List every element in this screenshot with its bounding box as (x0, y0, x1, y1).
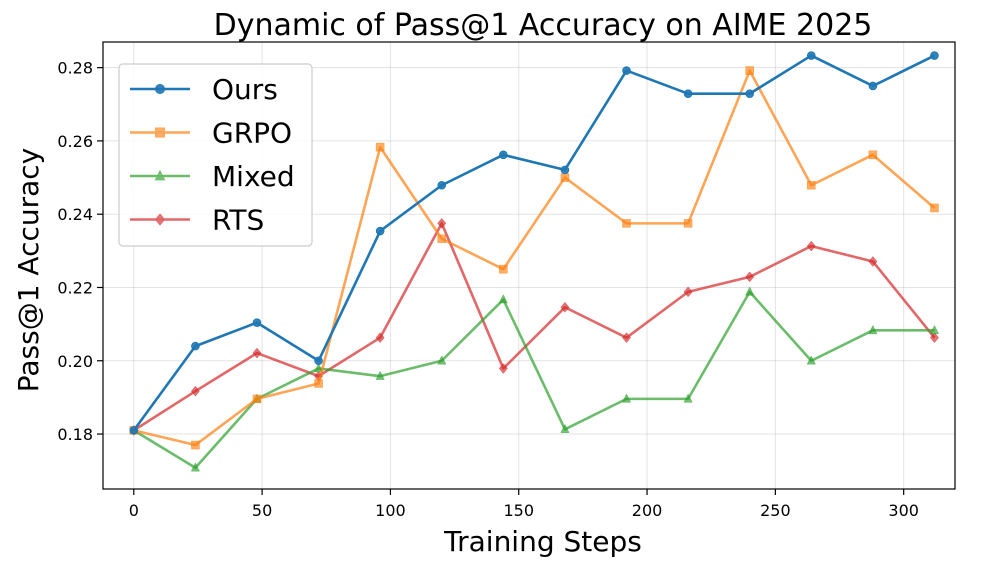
series-line-mixed (133, 290, 935, 470)
data-point-ours (252, 318, 262, 327)
y-tick-label: 0.20 (57, 352, 93, 371)
legend-items: Ours GRPO Mixed RTS (130, 73, 295, 237)
data-point-mixed (806, 355, 816, 365)
axis-ticks: 0 50 100 150 200 250 300 0.18 0.20 0.22 0.24 0.26 0.… (57, 59, 919, 520)
data-point-rts (806, 241, 816, 252)
data-point-mixed (930, 325, 939, 335)
plot-frame (102, 41, 956, 490)
data-point-rts (868, 256, 878, 267)
data-point-ours (683, 89, 693, 98)
series-markers-mixed (129, 287, 939, 472)
legend-item-ours (130, 84, 190, 94)
data-point-grpo (314, 379, 323, 388)
data-point-mixed (191, 462, 200, 472)
data-point-ours (437, 180, 447, 190)
x-tick-label: 250 (760, 501, 791, 520)
data-point-ours (499, 150, 508, 160)
y-tick-label: 0.18 (57, 425, 93, 444)
data-point-ours (868, 81, 878, 91)
data-point-mixed (745, 287, 754, 296)
x-tick-label: 300 (888, 501, 919, 520)
legend-marker-grpo (155, 127, 165, 138)
series-line-ours (132, 54, 936, 432)
data-point-mixed (560, 424, 570, 434)
data-point-grpo (499, 264, 508, 274)
data-point-rts (437, 218, 447, 229)
data-point-rts (745, 271, 754, 282)
x-tick-label: 50 (252, 501, 272, 520)
series-line-rts (133, 222, 936, 432)
chart-title: Dynamic of Pass@1 Accuracy on AIME 2025 (214, 8, 873, 43)
y-tick-label: 0.24 (57, 205, 93, 224)
legend-marker-mixed (154, 169, 166, 181)
data-point-rts (375, 332, 385, 343)
data-point-grpo (806, 180, 816, 190)
x-tick-label: 100 (375, 501, 406, 520)
data-point-grpo (930, 203, 939, 213)
data-point-ours (806, 51, 816, 60)
data-point-ours (745, 89, 754, 98)
data-point-rts (560, 302, 570, 313)
data-point-ours (314, 356, 323, 366)
data-point-grpo (683, 219, 693, 228)
data-point-rts (622, 332, 631, 343)
data-point-mixed (622, 393, 631, 403)
data-point-ours (191, 341, 200, 351)
y-tick-label: 0.22 (57, 278, 93, 297)
series-rts (129, 218, 939, 436)
data-point-ours (375, 226, 385, 236)
y-tick-label: 0.28 (57, 59, 93, 78)
legend-marker-ours (155, 84, 165, 94)
legend-item-rts (130, 213, 190, 226)
data-point-grpo (622, 219, 631, 228)
data-point-mixed (314, 363, 323, 373)
data-point-grpo (375, 142, 385, 152)
data-point-mixed (868, 325, 878, 335)
data-point-mixed (683, 393, 693, 403)
data-point-rts (930, 332, 939, 343)
data-point-grpo (191, 440, 200, 450)
legend-label-mixed: Mixed (212, 160, 295, 193)
data-point-mixed (437, 355, 447, 365)
legend-item-mixed (130, 169, 190, 181)
data-point-grpo (868, 150, 878, 160)
series-grpo (129, 66, 939, 450)
y-tick-label: 0.26 (57, 132, 93, 151)
data-point-rts (191, 386, 200, 397)
y-axis-label: Pass@1 Accuracy (12, 148, 45, 393)
data-point-ours (622, 66, 631, 75)
legend-label-grpo: GRPO (212, 117, 292, 150)
legend-item-grpo (130, 127, 190, 138)
data-point-ours (560, 165, 570, 175)
data-point-rts (252, 348, 262, 359)
x-axis-label: Training Steps (443, 525, 642, 558)
series-markers-rts (129, 218, 939, 436)
data-point-mixed (375, 371, 385, 380)
series-markers-ours (129, 51, 939, 435)
x-tick-label: 200 (632, 501, 663, 520)
x-tick-label: 0 (129, 501, 139, 520)
data-point-ours (129, 426, 139, 435)
data-point-rts (499, 363, 508, 374)
data-point-mixed (499, 294, 508, 304)
legend-label-rts: RTS (212, 204, 264, 237)
data-point-grpo (560, 173, 570, 182)
series-line-grpo (133, 69, 936, 447)
data-point-ours (930, 51, 939, 60)
data-point-grpo (745, 66, 754, 75)
series-ours (129, 51, 939, 435)
legend: Ours GRPO Mixed RTS (118, 63, 313, 247)
series-mixed (129, 287, 939, 472)
legend-label-ours: Ours (212, 73, 278, 106)
data-point-grpo (437, 234, 447, 244)
x-tick-label: 150 (503, 501, 534, 520)
legend-marker-rts (154, 213, 166, 226)
data-point-rts (683, 286, 693, 297)
series-group (129, 51, 939, 472)
data-point-grpo (252, 394, 262, 404)
legend-box (118, 63, 313, 247)
